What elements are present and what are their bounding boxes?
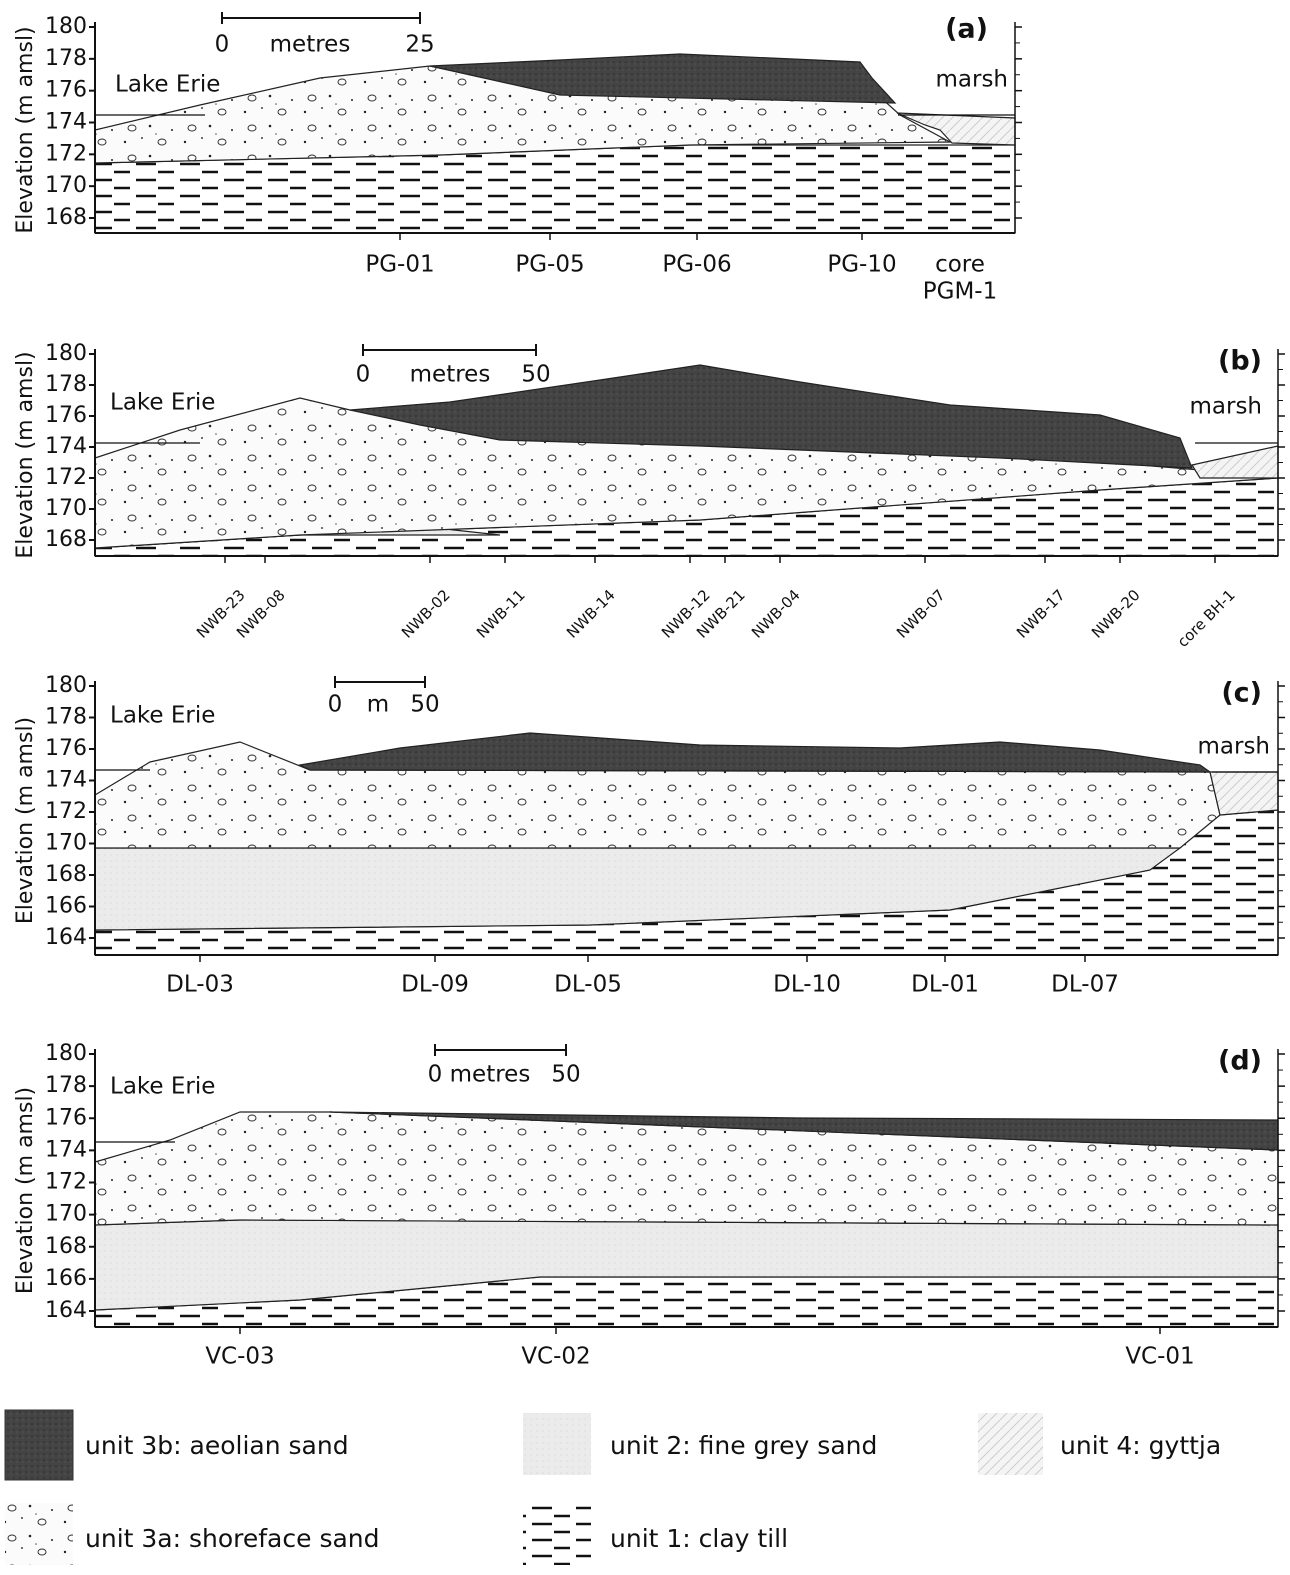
y-tick-label: 168 bbox=[45, 862, 87, 887]
panel-label: (d) bbox=[1218, 1046, 1262, 1077]
site-label: DL-07 bbox=[1051, 972, 1119, 998]
y-axis-title: Elevation (m amsl) bbox=[13, 26, 38, 233]
panel-label: (a) bbox=[945, 14, 988, 45]
y-tick-label: 164 bbox=[45, 1298, 87, 1323]
site-label: core BH-1 bbox=[1174, 586, 1239, 651]
y-tick-label: 180 bbox=[45, 14, 87, 39]
site-label: VC-01 bbox=[1125, 1344, 1194, 1370]
place-label: Lake Erie bbox=[115, 72, 220, 98]
panel-label: (b) bbox=[1218, 346, 1262, 377]
y-tick-label: 170 bbox=[45, 1202, 87, 1227]
y-tick-label: 174 bbox=[45, 110, 87, 135]
site-label: NWB-14 bbox=[563, 586, 619, 642]
legend-label: unit 4: gyttja bbox=[1060, 1431, 1221, 1460]
aeolian-sand bbox=[349, 364, 1193, 469]
site-label: VC-03 bbox=[205, 1344, 274, 1370]
y-tick-label: 178 bbox=[45, 46, 87, 71]
y-axis-title: Elevation (m amsl) bbox=[13, 717, 38, 924]
site-label: DL-09 bbox=[401, 972, 469, 998]
gyttja bbox=[1191, 445, 1279, 479]
y-tick-label: 170 bbox=[45, 173, 87, 198]
scale-label: 25 bbox=[405, 32, 434, 58]
y-tick-label: 180 bbox=[45, 1041, 87, 1066]
y-tick-label: 174 bbox=[45, 768, 87, 793]
site-label: NWB-04 bbox=[748, 586, 804, 642]
legend-label: unit 1: clay till bbox=[610, 1524, 788, 1553]
scale-label: 0 bbox=[356, 362, 371, 388]
site-label: VC-02 bbox=[521, 1344, 590, 1370]
scale-label: 50 bbox=[410, 692, 439, 718]
y-axis-title: Elevation (m amsl) bbox=[13, 1087, 38, 1294]
y-tick-label: 164 bbox=[45, 925, 87, 950]
legend-label: unit 3a: shoreface sand bbox=[85, 1524, 380, 1553]
site-label: PG-05 bbox=[515, 252, 584, 278]
site-label: DL-03 bbox=[166, 972, 234, 998]
y-tick-label: 168 bbox=[45, 1234, 87, 1259]
y-tick-label: 180 bbox=[45, 673, 87, 698]
core-label: core bbox=[935, 252, 985, 278]
y-tick-label: 172 bbox=[45, 1170, 87, 1195]
panel-label: (c) bbox=[1221, 678, 1262, 709]
y-tick-label: 170 bbox=[45, 496, 87, 521]
place-label: Lake Erie bbox=[110, 703, 215, 729]
y-tick-label: 172 bbox=[45, 141, 87, 166]
scale-label: 50 bbox=[551, 1062, 580, 1088]
y-tick-label: 168 bbox=[45, 527, 87, 552]
y-tick-label: 176 bbox=[45, 78, 87, 103]
y-tick-label: 166 bbox=[45, 1266, 87, 1291]
legend-label: unit 3b: aeolian sand bbox=[85, 1431, 349, 1460]
y-tick-label: 172 bbox=[45, 799, 87, 824]
place-label: Lake Erie bbox=[110, 1074, 215, 1100]
scale-label: 0 bbox=[328, 692, 343, 718]
legend-swatch bbox=[978, 1413, 1043, 1475]
y-tick-label: 178 bbox=[45, 372, 87, 397]
y-tick-label: 174 bbox=[45, 1137, 87, 1162]
site-label: DL-01 bbox=[911, 972, 979, 998]
site-label: PG-06 bbox=[662, 252, 731, 278]
y-tick-label: 178 bbox=[45, 1073, 87, 1098]
scale-label: 50 bbox=[521, 362, 550, 388]
y-axis-title: Elevation (m amsl) bbox=[13, 351, 38, 558]
scale-label: m bbox=[367, 692, 389, 718]
site-label: DL-10 bbox=[773, 972, 841, 998]
y-tick-label: 168 bbox=[45, 205, 87, 230]
place-label: Lake Erie bbox=[110, 390, 215, 416]
site-label: NWB-11 bbox=[473, 586, 529, 642]
site-label: DL-05 bbox=[554, 972, 622, 998]
aeolian-sand bbox=[298, 732, 1212, 773]
legend-swatch bbox=[523, 1503, 591, 1565]
y-tick-label: 178 bbox=[45, 705, 87, 730]
y-tick-label: 172 bbox=[45, 465, 87, 490]
gyttja bbox=[1209, 771, 1279, 816]
site-label: PG-10 bbox=[827, 252, 896, 278]
site-label: NWB-02 bbox=[398, 586, 454, 642]
legend-swatch bbox=[523, 1413, 591, 1475]
site-label: PG-01 bbox=[365, 252, 434, 278]
core-label: PGM-1 bbox=[923, 279, 997, 305]
scale-label: metres bbox=[450, 1062, 531, 1088]
scale-label: metres bbox=[270, 32, 351, 58]
y-tick-label: 176 bbox=[45, 1105, 87, 1130]
aeolian-sand bbox=[429, 53, 897, 104]
y-tick-label: 174 bbox=[45, 434, 87, 459]
place-label: marsh bbox=[1189, 394, 1262, 420]
site-label: NWB-20 bbox=[1088, 586, 1144, 642]
place-label: marsh bbox=[1197, 734, 1270, 760]
y-tick-label: 176 bbox=[45, 403, 87, 428]
y-tick-label: 170 bbox=[45, 831, 87, 856]
legend-swatch bbox=[4, 1409, 74, 1481]
place-label: marsh bbox=[935, 67, 1008, 93]
scale-label: metres bbox=[410, 362, 491, 388]
legend-label: unit 2: fine grey sand bbox=[610, 1431, 877, 1460]
y-tick-label: 176 bbox=[45, 736, 87, 761]
scale-label: 0 bbox=[428, 1062, 443, 1088]
y-tick-label: 166 bbox=[45, 894, 87, 919]
scale-label: 0 bbox=[215, 32, 230, 58]
shoreface-sand bbox=[94, 65, 953, 164]
site-label: NWB-17 bbox=[1013, 586, 1069, 642]
legend-swatch bbox=[5, 1503, 73, 1565]
y-tick-label: 180 bbox=[45, 341, 87, 366]
site-label: NWB-07 bbox=[893, 586, 949, 642]
